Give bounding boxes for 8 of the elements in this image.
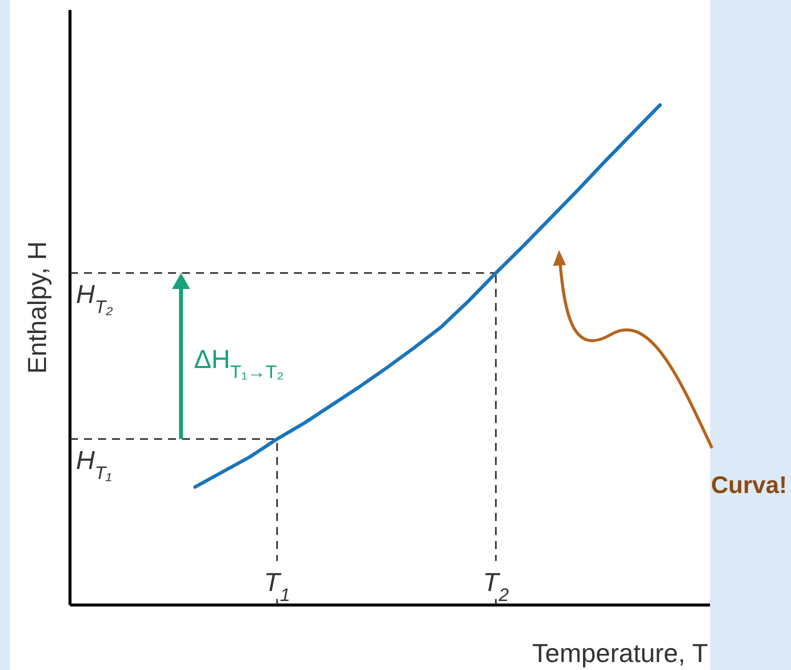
ref-line-label: H$_{T₁}$ [76,445,112,483]
x-tick-label: T$_{1}$ [264,567,290,605]
text: Curva! [710,472,787,499]
x-axis-title: Temperature, T [532,638,708,668]
x-tick-label: T$_{2}$ [482,567,509,605]
ref-line-label: H$_{T₂}$ [76,279,113,317]
annotation: ΔH$_{T₁→T₂}$ [194,344,284,382]
y-axis-title: Enthalpy, H [22,241,52,374]
